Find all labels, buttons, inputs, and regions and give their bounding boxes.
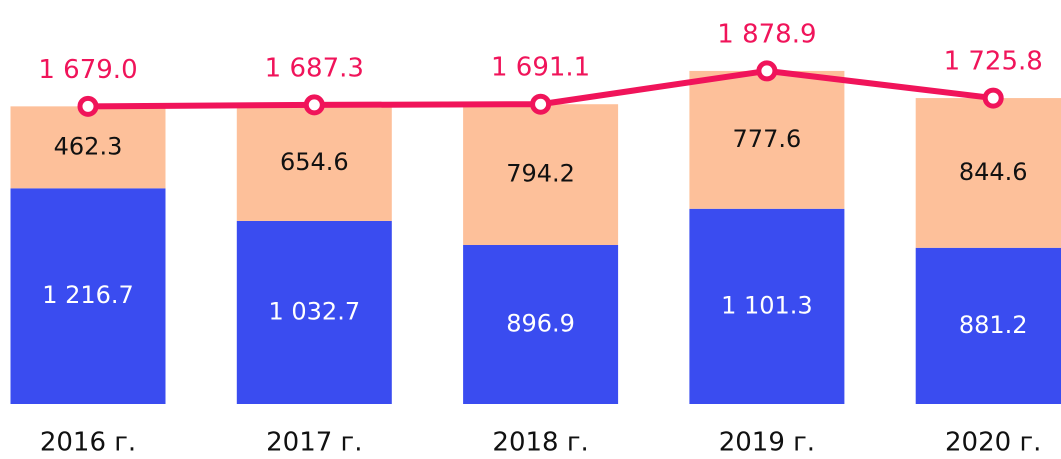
total-marker bbox=[303, 94, 325, 116]
total-marker bbox=[77, 95, 99, 117]
bar-segment bbox=[236, 220, 392, 404]
total-marker bbox=[530, 93, 552, 115]
x-tick-label: 2018 г. bbox=[492, 428, 588, 458]
bar-segment bbox=[689, 70, 845, 209]
total-value-label: 1 725.8 bbox=[944, 47, 1043, 77]
bar-value-label: 881.2 bbox=[959, 311, 1028, 339]
bar-value-label: 462.3 bbox=[54, 132, 123, 160]
x-tick-label: 2017 г. bbox=[266, 428, 362, 458]
total-value-label: 1 878.9 bbox=[717, 19, 816, 49]
total-value-label: 1 687.3 bbox=[265, 53, 364, 83]
bar-value-label: 844.6 bbox=[959, 158, 1028, 186]
total-value-label: 1 679.0 bbox=[38, 55, 137, 85]
total-marker bbox=[982, 87, 1004, 109]
total-value-label: 1 691.1 bbox=[491, 53, 590, 83]
bar-value-label: 896.9 bbox=[506, 310, 575, 338]
bar-value-label: 1 101.3 bbox=[721, 291, 813, 319]
bar-value-label: 654.6 bbox=[280, 148, 349, 176]
bar-value-label: 1 216.7 bbox=[42, 281, 134, 309]
bar-segment bbox=[10, 188, 166, 404]
bar-value-label: 1 032.7 bbox=[268, 297, 360, 325]
bar-segment bbox=[915, 247, 1061, 404]
bar-segment bbox=[10, 106, 166, 189]
bar-segment bbox=[689, 208, 845, 404]
bar-segment bbox=[463, 104, 619, 246]
bar-value-label: 794.2 bbox=[506, 160, 575, 188]
bar-segment bbox=[463, 245, 619, 404]
x-tick-label: 2019 г. bbox=[719, 428, 815, 458]
bar-value-label: 777.6 bbox=[733, 125, 802, 153]
total-marker bbox=[756, 60, 778, 82]
x-tick-label: 2016 г. bbox=[40, 428, 136, 458]
bar-segment bbox=[236, 104, 392, 221]
bar-segment bbox=[915, 98, 1061, 248]
x-tick-label: 2020 г. bbox=[945, 428, 1041, 458]
